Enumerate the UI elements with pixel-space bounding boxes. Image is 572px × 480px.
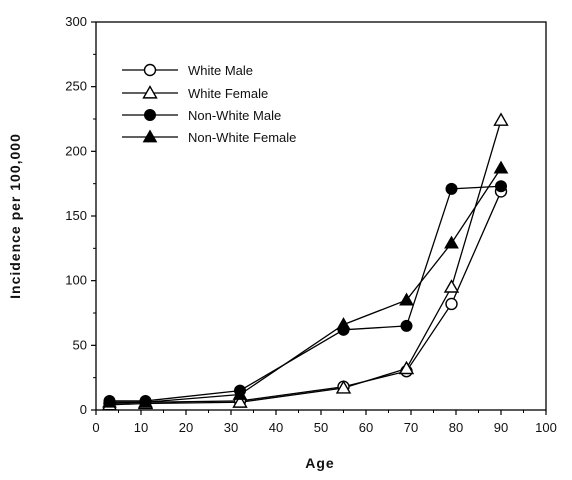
data-point-white-female — [398, 360, 415, 375]
y-tick-label: 100 — [65, 273, 87, 288]
data-point-white-female — [443, 279, 460, 293]
x-tick-label: 50 — [314, 420, 328, 435]
y-axis-ticks: 0 50 100 150 200 250 300 — [65, 14, 96, 417]
x-tick-label: 40 — [269, 420, 283, 435]
data-point-white-female — [493, 112, 509, 126]
legend-marker-non-white-male — [144, 109, 156, 121]
legend-label-white-female: White Female — [188, 86, 268, 101]
data-point-non-white-female — [102, 394, 117, 408]
legend-marker-white-female — [142, 85, 158, 99]
data-point-non-white-female — [336, 317, 351, 331]
x-tick-label: 10 — [134, 420, 148, 435]
series-line-white-male — [109, 191, 502, 405]
series-line-non-white-female — [109, 167, 502, 403]
series-line-white-female — [109, 120, 502, 406]
legend-marker-white-male — [143, 63, 157, 77]
legend-label-white-male: White Male — [188, 63, 253, 78]
data-point-non-white-female — [493, 160, 509, 174]
plot-frame — [95, 21, 547, 411]
data-point-white-male — [445, 297, 458, 311]
data-point-non-white-male — [400, 319, 413, 332]
data-point-non-white-female — [138, 394, 153, 408]
data-point-white-female — [232, 394, 248, 408]
x-axis-title: Age — [305, 455, 334, 471]
data-point-non-white-male — [495, 180, 507, 193]
y-tick-label: 0 — [80, 402, 87, 417]
legend: White Male White Female Non-White Male Non-… — [122, 63, 296, 145]
x-tick-label: 60 — [359, 420, 373, 435]
data-point-non-white-male — [445, 182, 458, 195]
x-tick-label: 70 — [404, 420, 418, 435]
legend-label-non-white-female: Non-White Female — [188, 130, 296, 145]
y-axis-title: Incidence per 100,000 — [7, 133, 23, 299]
y-tick-label: 250 — [65, 79, 87, 94]
x-tick-label: 80 — [449, 420, 463, 435]
legend-marker-non-white-female — [142, 129, 158, 143]
x-tick-label: 30 — [224, 420, 238, 435]
data-point-non-white-female — [232, 386, 248, 400]
legend-label-non-white-male: Non-White Male — [188, 108, 281, 123]
data-point-non-white-female — [399, 292, 414, 306]
series-markers — [101, 112, 509, 411]
x-tick-label: 100 — [535, 420, 557, 435]
y-tick-label: 50 — [73, 337, 87, 352]
y-tick-label: 150 — [65, 208, 87, 223]
y-tick-label: 300 — [65, 14, 87, 29]
series-line-non-white-male — [109, 185, 502, 402]
data-point-white-female — [335, 380, 352, 394]
x-tick-label: 20 — [179, 420, 193, 435]
x-tick-label: 0 — [92, 420, 99, 435]
y-tick-label: 200 — [65, 143, 87, 158]
x-tick-label: 90 — [494, 420, 508, 435]
series-lines — [109, 120, 502, 406]
x-axis-ticks: 0 10 20 30 40 50 60 70 80 90 100 — [92, 410, 557, 435]
data-point-non-white-female — [444, 235, 459, 249]
